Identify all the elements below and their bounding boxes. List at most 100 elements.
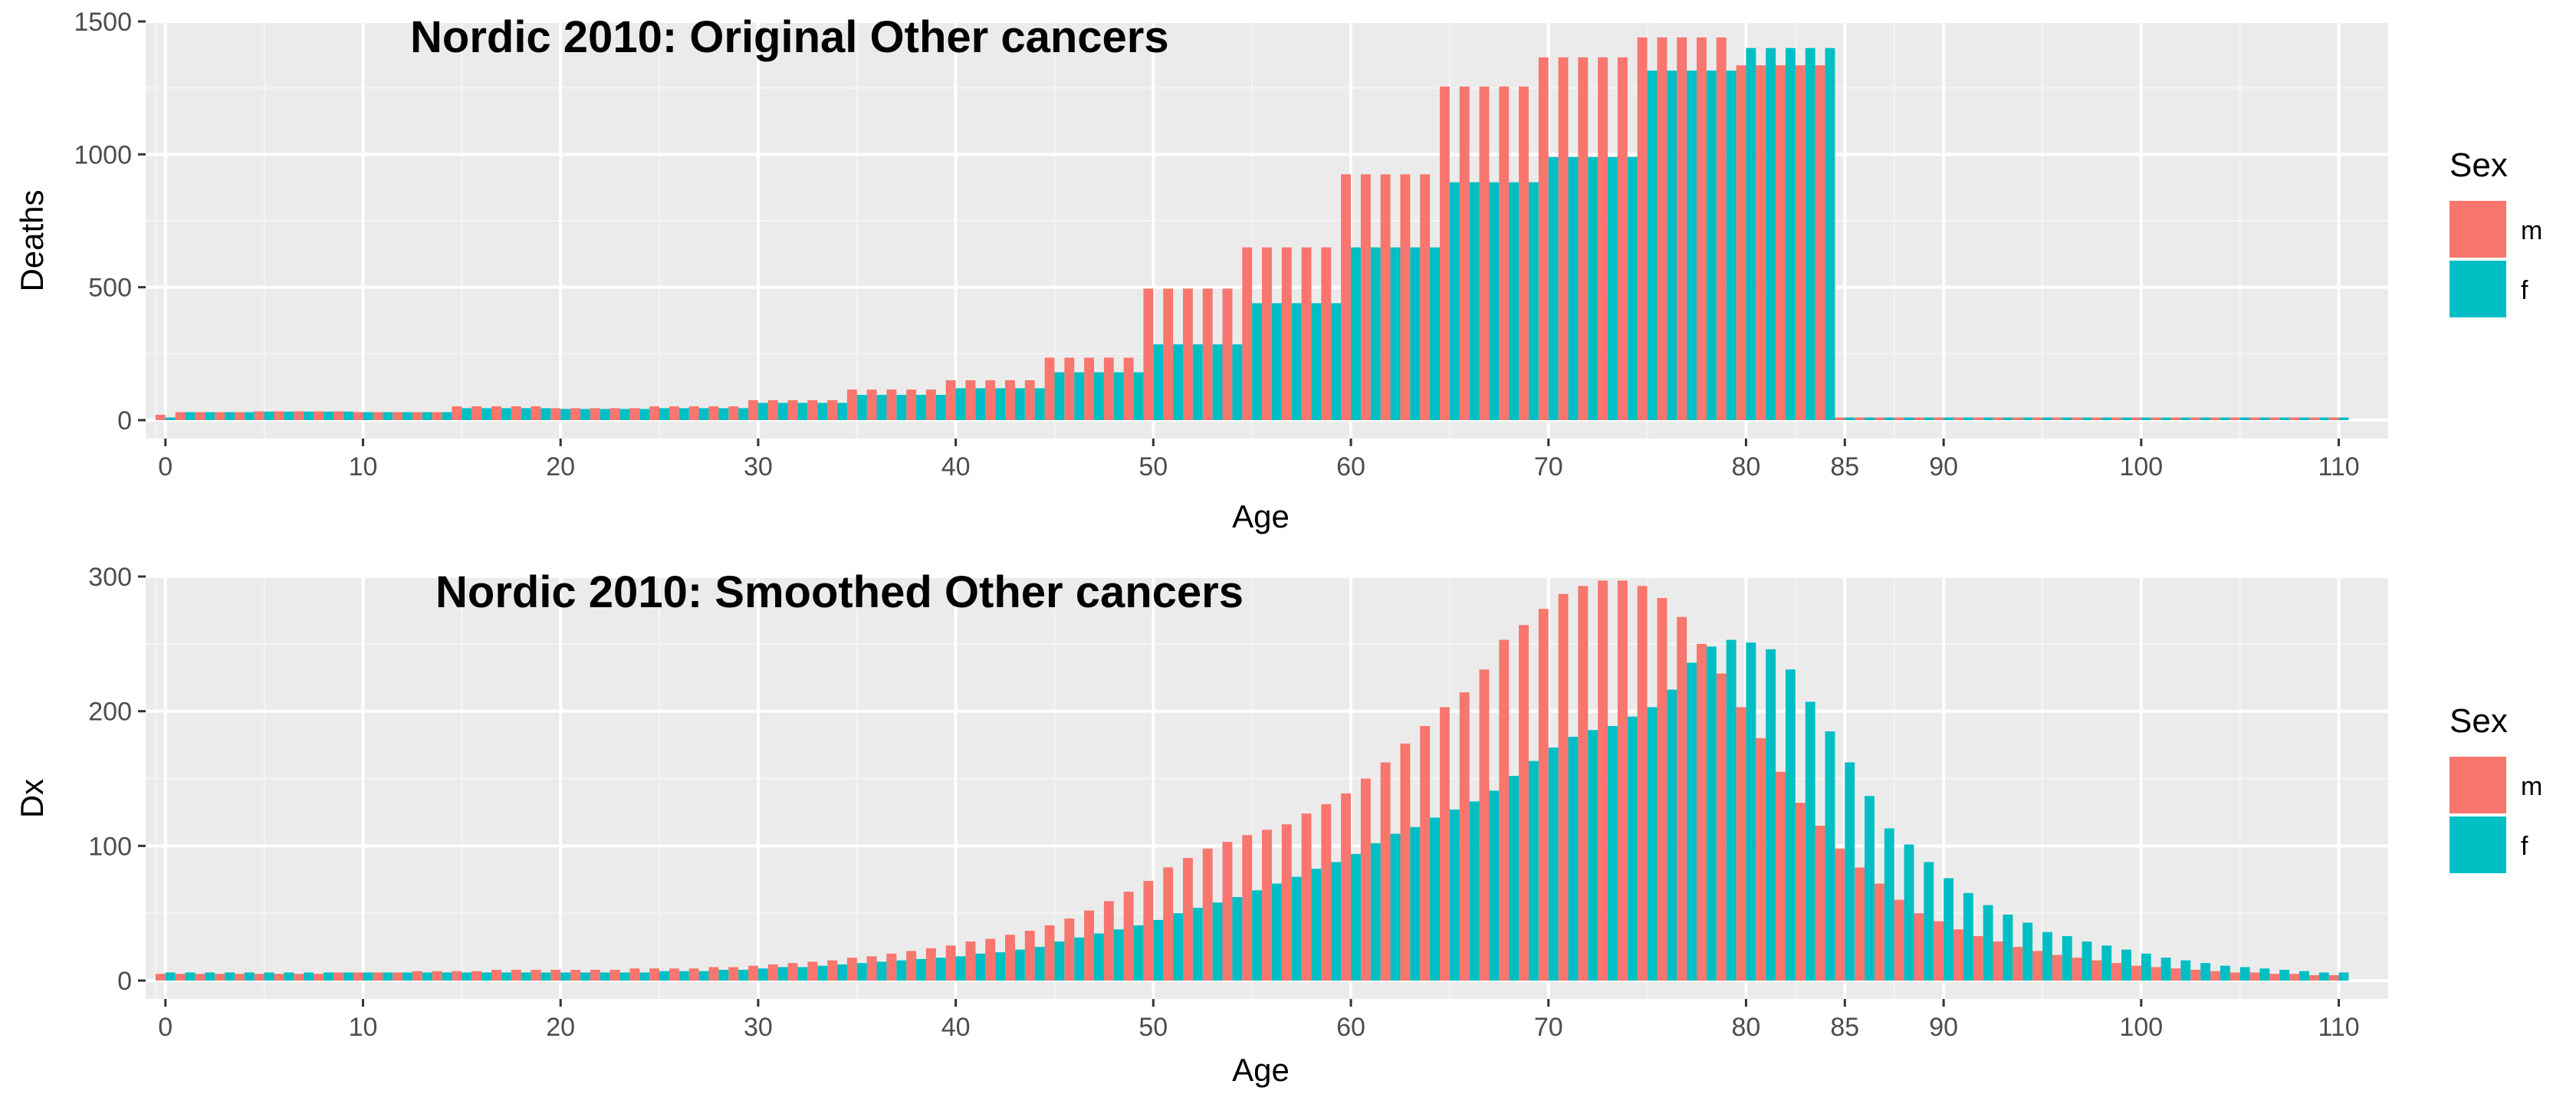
bar-m-age-85 xyxy=(1835,417,1845,420)
tick-label-x: 90 xyxy=(1929,1013,1958,1042)
bar-m-age-91 xyxy=(1953,417,1963,420)
bar-m-age-86 xyxy=(1855,867,1865,981)
bar-f-age-38 xyxy=(916,958,926,981)
bar-m-age-58 xyxy=(1301,247,1312,420)
bar-f-age-83 xyxy=(1805,48,1815,421)
bar-f-age-21 xyxy=(580,972,590,981)
bar-f-age-71 xyxy=(1568,156,1579,421)
bar-f-age-6 xyxy=(284,411,294,420)
bar-m-age-110 xyxy=(2328,417,2339,420)
bar-f-age-60 xyxy=(1351,853,1361,981)
bar-m-age-99 xyxy=(2111,417,2122,420)
bar-m-age-15 xyxy=(452,971,462,981)
tick-label-x: 0 xyxy=(158,1013,172,1042)
bar-f-age-47 xyxy=(1094,372,1104,420)
bar-m-age-46 xyxy=(1064,918,1075,981)
bar-f-age-70 xyxy=(1548,748,1559,981)
bar-m-age-1 xyxy=(175,412,186,420)
bar-f-age-74 xyxy=(1627,716,1638,981)
bar-m-age-24 xyxy=(629,968,640,981)
bar-f-age-76 xyxy=(1667,71,1677,420)
tick-label-x: 40 xyxy=(941,1013,971,1042)
bar-f-age-0 xyxy=(165,972,176,981)
bar-f-age-1 xyxy=(185,972,196,981)
bar-m-age-109 xyxy=(2308,417,2319,420)
bar-f-age-27 xyxy=(698,408,709,420)
panel-original: 0 10 20 30 40 50 60 70 80 85 90 100 110050010001500 … xyxy=(14,8,2542,534)
bar-m-age-107 xyxy=(2269,417,2280,420)
bar-f-age-82 xyxy=(1785,48,1796,421)
bar-f-age-77 xyxy=(1687,71,1697,420)
bar-f-age-19 xyxy=(540,972,551,981)
bar-m-age-0 xyxy=(155,974,166,981)
bar-m-age-44 xyxy=(1024,931,1035,981)
bar-m-age-63 xyxy=(1400,743,1411,981)
bar-f-age-55 xyxy=(1252,890,1263,981)
bar-f-age-91 xyxy=(1963,417,1973,420)
bar-f-age-39 xyxy=(935,395,946,420)
bar-m-age-85 xyxy=(1835,848,1845,981)
bar-f-age-28 xyxy=(718,408,729,420)
bar-f-age-85 xyxy=(1845,417,1855,420)
bar-f-age-59 xyxy=(1331,303,1342,420)
bar-f-age-43 xyxy=(1014,949,1025,981)
bar-m-age-54 xyxy=(1222,842,1233,981)
bar-f-age-73 xyxy=(1608,156,1618,421)
bar-m-age-3 xyxy=(215,412,225,420)
bar-f-age-21 xyxy=(580,409,590,420)
legend-title: Sex xyxy=(2450,146,2508,184)
bar-m-age-8 xyxy=(314,411,324,420)
bar-f-age-2 xyxy=(205,412,215,420)
bar-f-age-98 xyxy=(2101,945,2112,981)
bar-f-age-97 xyxy=(2082,941,2092,981)
bar-f-age-50 xyxy=(1153,919,1164,981)
bar-m-age-37 xyxy=(886,389,897,420)
bar-m-age-10 xyxy=(353,972,363,981)
bar-f-age-17 xyxy=(501,972,511,981)
bar-f-age-1 xyxy=(185,412,196,420)
bar-f-age-22 xyxy=(600,972,610,981)
legend-label-f: f xyxy=(2521,276,2528,305)
bar-m-age-1 xyxy=(175,974,186,981)
bar-f-age-57 xyxy=(1291,876,1302,981)
bar-f-age-79 xyxy=(1726,71,1737,420)
bar-m-age-92 xyxy=(1973,936,1983,981)
bar-m-age-77 xyxy=(1677,616,1687,981)
bar-m-age-14 xyxy=(432,412,442,420)
bar-m-age-28 xyxy=(708,406,719,420)
bar-f-age-81 xyxy=(1766,649,1776,981)
bar-m-age-81 xyxy=(1756,65,1766,420)
bar-f-age-108 xyxy=(2299,417,2309,420)
bar-f-age-92 xyxy=(1983,417,1993,420)
bar-f-age-109 xyxy=(2318,972,2329,981)
bar-m-age-0 xyxy=(155,415,166,420)
bar-m-age-12 xyxy=(393,972,403,981)
bar-m-age-39 xyxy=(925,948,936,981)
bar-m-age-94 xyxy=(2013,947,2023,981)
bar-f-age-48 xyxy=(1113,372,1124,420)
bar-f-age-15 xyxy=(462,972,472,981)
bar-m-age-86 xyxy=(1855,417,1865,420)
bar-f-age-9 xyxy=(343,972,353,981)
tick-label-x: 50 xyxy=(1138,1013,1168,1042)
bar-f-age-38 xyxy=(916,395,926,420)
legend-title: Sex xyxy=(2450,702,2508,740)
bar-m-age-83 xyxy=(1795,65,1806,420)
bar-m-age-97 xyxy=(2072,417,2082,420)
bar-f-age-14 xyxy=(442,972,452,981)
tick-label-y: 500 xyxy=(88,274,132,303)
bars-original xyxy=(155,37,2349,421)
bar-f-age-75 xyxy=(1647,707,1658,981)
bar-f-age-30 xyxy=(757,402,768,420)
bar-f-age-43 xyxy=(1014,388,1025,420)
tick-label-x: 110 xyxy=(2318,1013,2359,1042)
bar-m-age-93 xyxy=(1993,417,2003,420)
bar-f-age-48 xyxy=(1113,929,1124,981)
bar-m-age-38 xyxy=(906,389,917,420)
bar-f-age-44 xyxy=(1034,947,1045,981)
tick-label-y: 1000 xyxy=(74,140,132,169)
bar-f-age-2 xyxy=(205,972,215,981)
bar-f-age-34 xyxy=(836,964,847,981)
bar-m-age-5 xyxy=(254,411,264,420)
bar-f-age-110 xyxy=(2338,972,2349,981)
